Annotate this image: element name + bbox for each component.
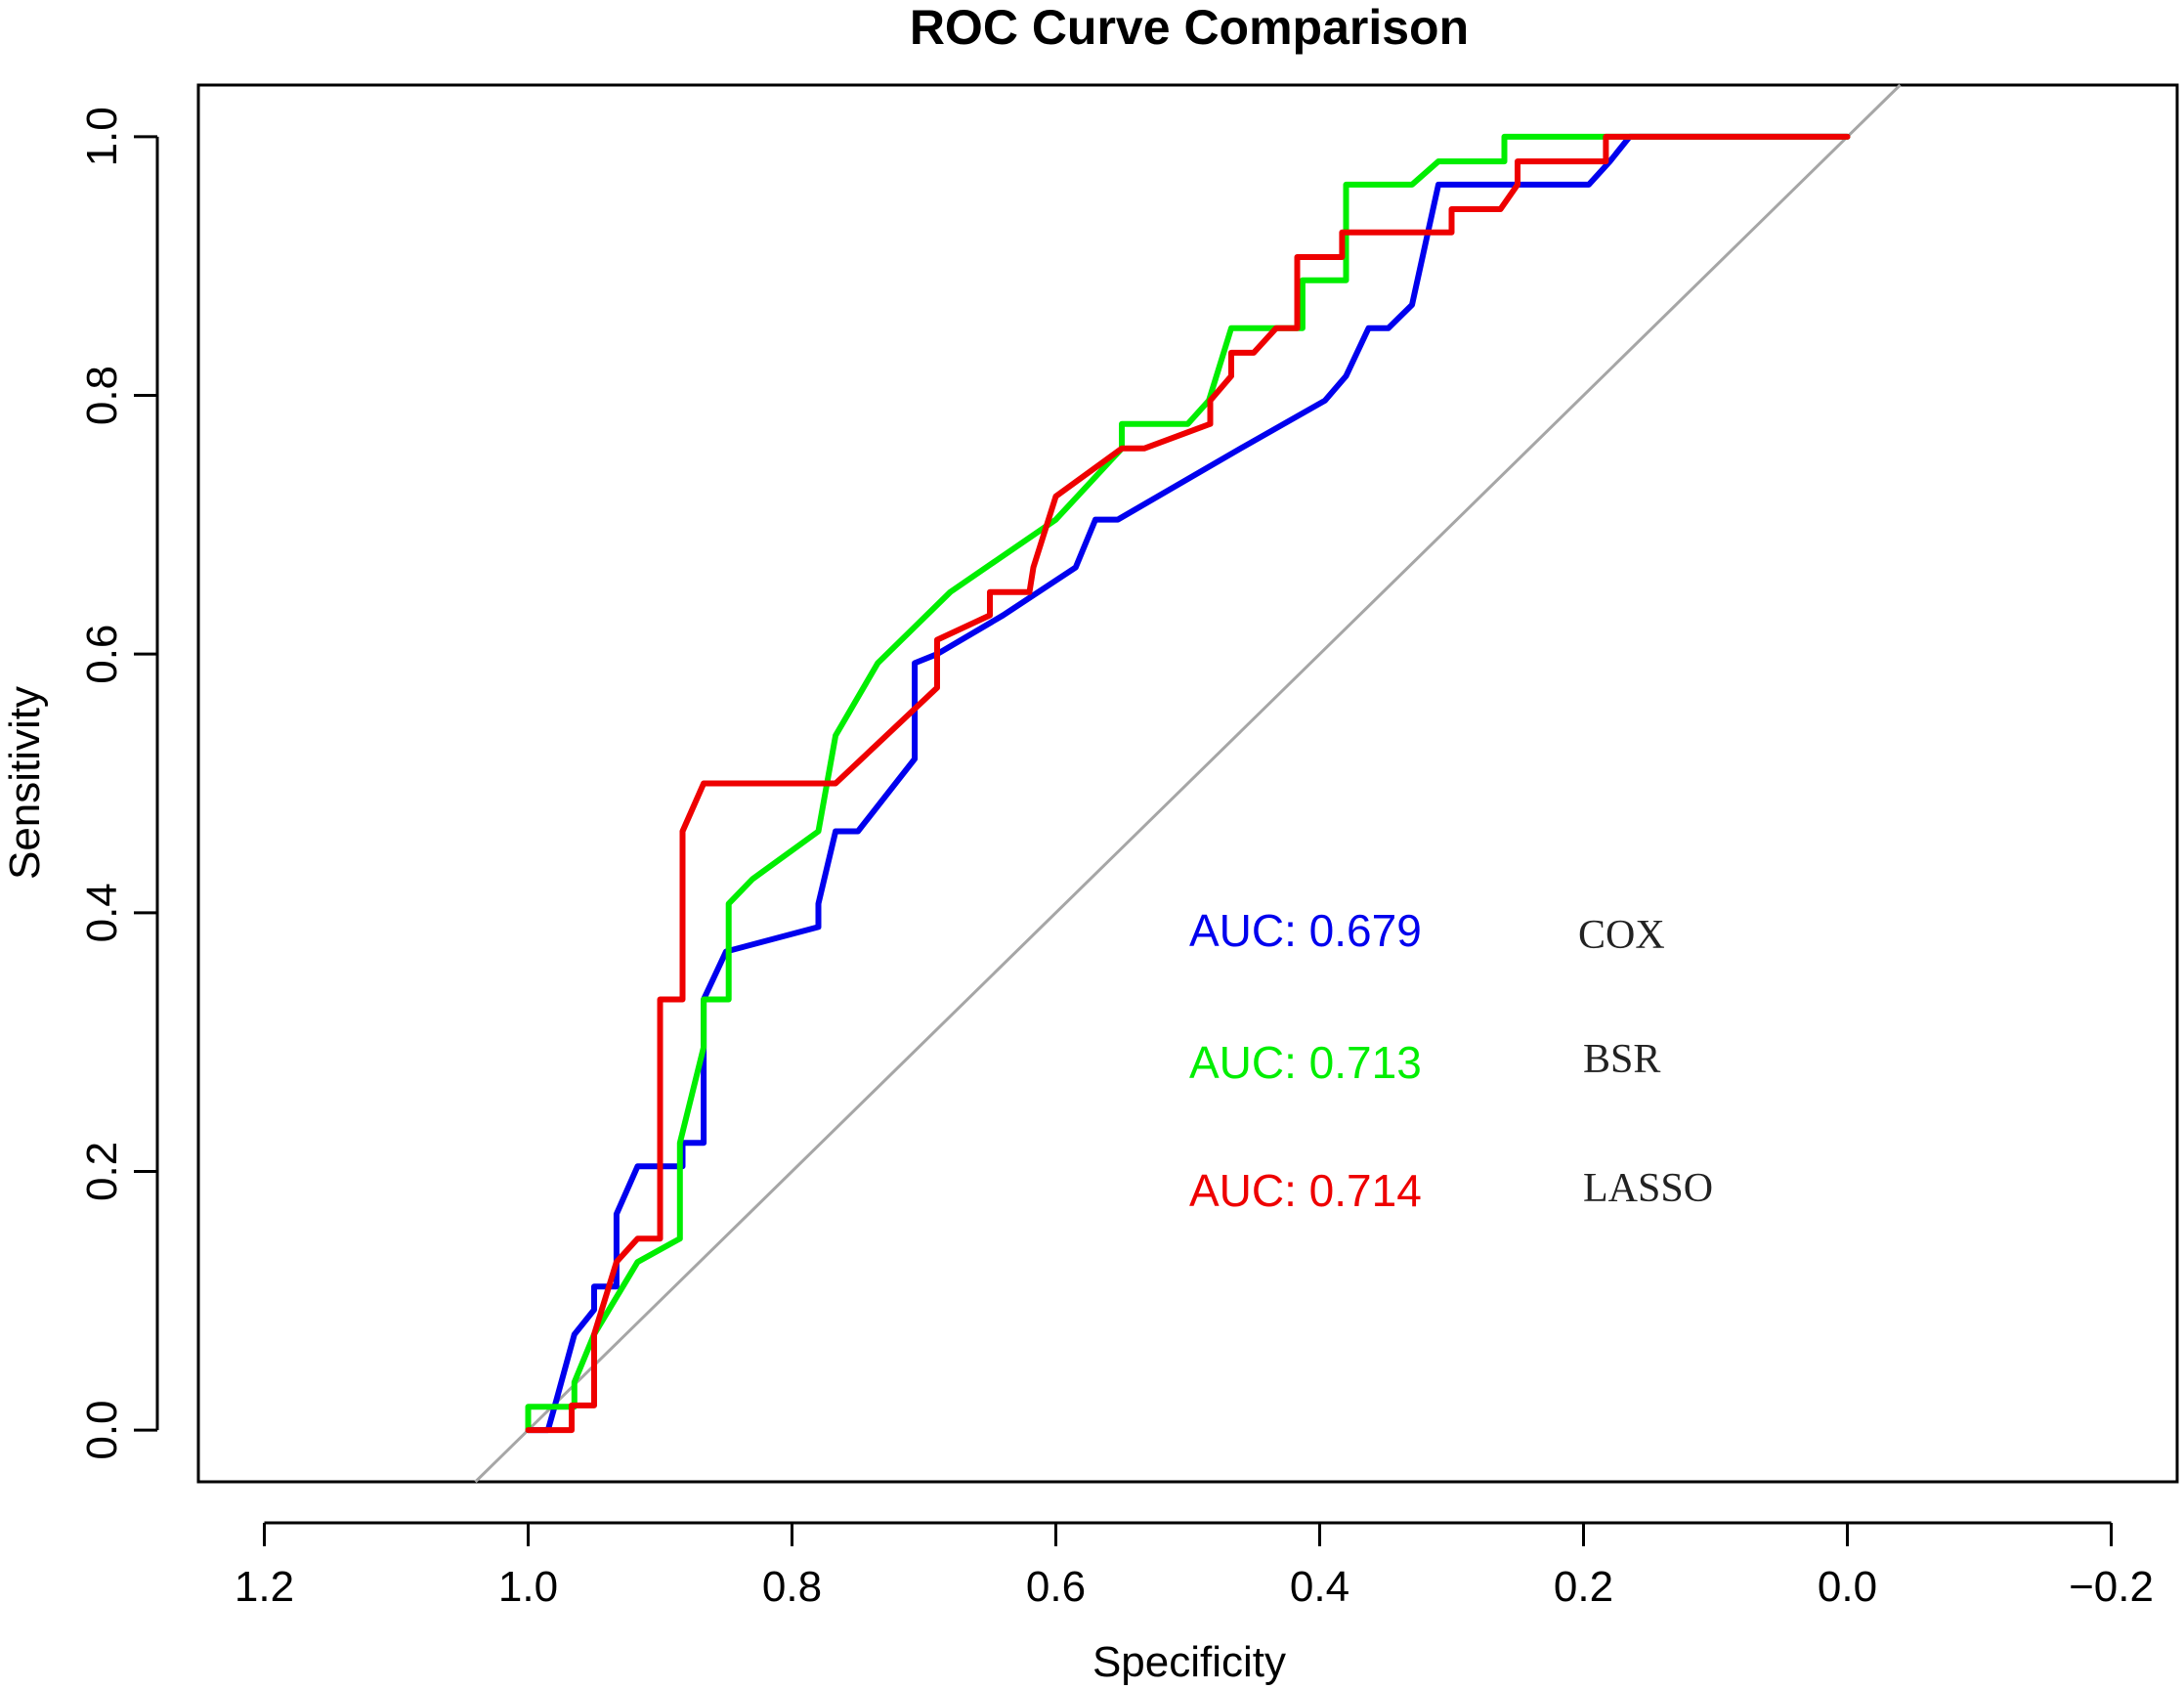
roc-curve-cox xyxy=(525,133,1851,1434)
chart-title: ROC Curve Comparison xyxy=(910,0,1469,55)
y-tick-label: 1.0 xyxy=(78,107,126,166)
y-tick-label: 0.4 xyxy=(78,883,126,942)
x-tick-label: 1.2 xyxy=(235,1563,294,1611)
y-axis-label: Sensitivity xyxy=(1,686,49,880)
auc-label-cox: AUC: 0.679 xyxy=(1189,905,1422,956)
reference-diagonal-line xyxy=(474,83,1902,1484)
auc-label-bsr: AUC: 0.713 xyxy=(1189,1037,1422,1088)
roc-curve-bsr xyxy=(525,133,1851,1434)
x-tick-label: 0.8 xyxy=(762,1563,822,1611)
y-axis: 0.0 0.2 0.4 0.6 0.8 1.0 xyxy=(78,107,159,1460)
plot-frame xyxy=(196,83,2179,1484)
y-tick-label: 0.0 xyxy=(78,1400,126,1459)
x-tick-label: −0.2 xyxy=(2069,1563,2154,1611)
x-tick-label: 0.0 xyxy=(1818,1563,1877,1611)
series-layer xyxy=(525,133,1851,1434)
model-name-lasso: LASSO xyxy=(1583,1166,1713,1211)
x-tick-label: 0.4 xyxy=(1290,1563,1349,1611)
x-tick-label: 0.2 xyxy=(1554,1563,1613,1611)
y-tick-label: 0.6 xyxy=(78,625,126,684)
auc-legend: AUC: 0.679 COX AUC: 0.713 BSR AUC: 0.714… xyxy=(1189,905,1713,1216)
roc-curve-lasso xyxy=(525,133,1851,1434)
x-tick-label: 1.0 xyxy=(498,1563,558,1611)
model-name-cox: COX xyxy=(1578,913,1665,958)
auc-label-lasso: AUC: 0.714 xyxy=(1189,1165,1422,1216)
model-name-bsr: BSR xyxy=(1583,1037,1660,1082)
y-tick-label: 0.2 xyxy=(78,1142,126,1201)
x-tick-label: 0.6 xyxy=(1026,1563,1086,1611)
x-axis-label: Specificity xyxy=(1092,1638,1286,1686)
y-tick-label: 0.8 xyxy=(78,366,126,425)
x-axis: 1.2 1.0 0.8 0.6 0.4 0.2 0.0 −0.2 xyxy=(235,1521,2154,1611)
